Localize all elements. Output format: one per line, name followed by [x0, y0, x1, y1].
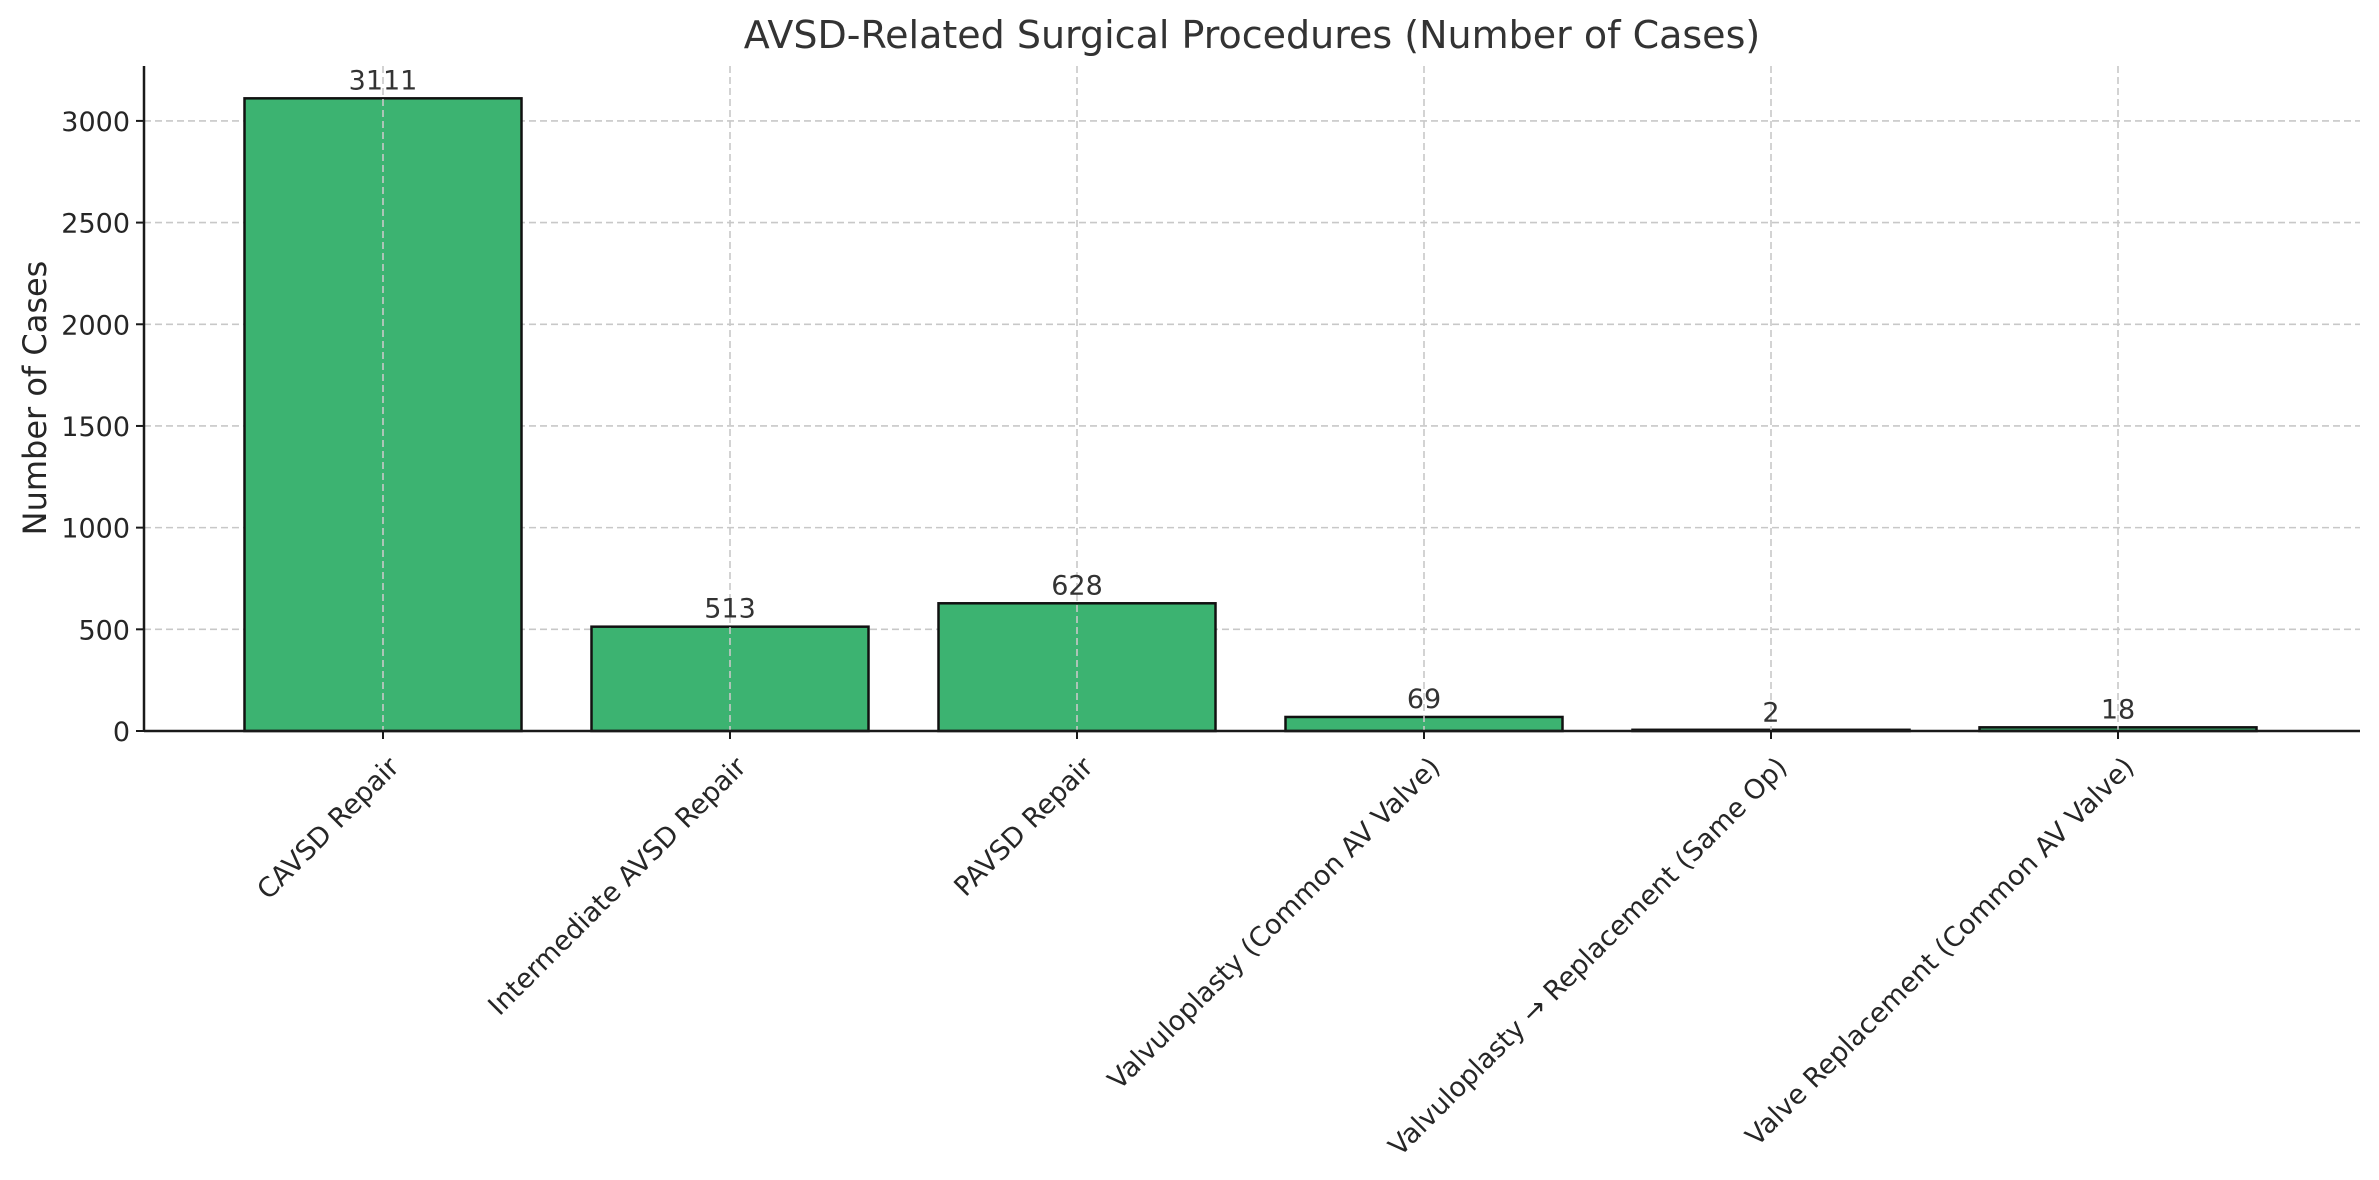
chart-title: AVSD-Related Surgical Procedures (Number…: [744, 13, 1760, 57]
data-label: 3111: [349, 65, 418, 96]
y-tick-label: 500: [78, 615, 130, 646]
x-tick-label: Intermediate AVSD Repair: [482, 751, 753, 1022]
bars: [243, 97, 2258, 733]
y-tick-label: 1500: [61, 412, 130, 443]
x-tick-label: Valve Replacement (Common AV Valve): [1740, 752, 2141, 1153]
bar: [590, 625, 870, 733]
data-labels: 3111 513 628 69 2 18: [349, 65, 2136, 728]
y-tick-label: 2000: [61, 310, 130, 341]
axes: [136, 66, 2360, 739]
data-label: 628: [1051, 570, 1103, 601]
data-label: 69: [1407, 684, 1441, 715]
y-axis-label: Number of Cases: [16, 261, 54, 536]
x-tick-label: PAVSD Repair: [948, 751, 1100, 903]
y-tick-label: 0: [113, 717, 130, 748]
x-tick-label: Valvuloplasty → Replacement (Same Op): [1383, 752, 1794, 1163]
data-label: 513: [704, 594, 756, 625]
y-tick-label: 1000: [61, 514, 130, 545]
y-tick-label: 2500: [61, 209, 130, 240]
y-tick-label: 3000: [61, 107, 130, 138]
x-tick-label: CAVSD Repair: [251, 751, 406, 906]
x-tick-label: Valvuloplasty (Common AV Valve): [1102, 752, 1446, 1096]
data-label: 2: [1762, 698, 1779, 729]
data-label: 18: [2101, 694, 2135, 725]
